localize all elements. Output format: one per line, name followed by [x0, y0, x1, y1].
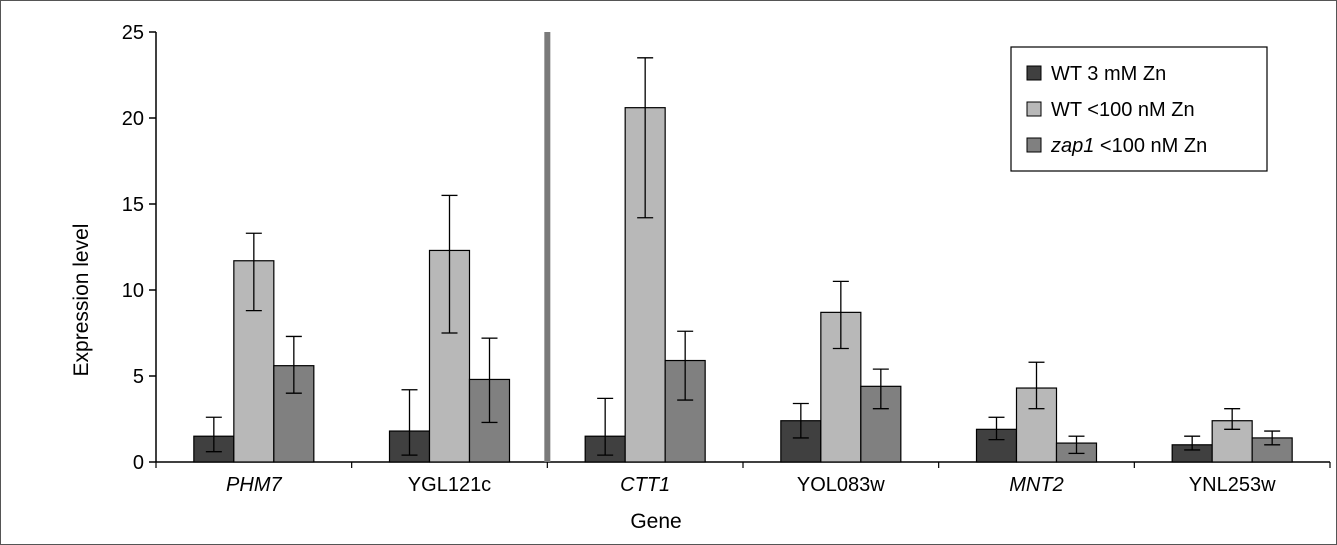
- x-tick-label: YNL253w: [1189, 474, 1276, 496]
- x-tick-label: MNT2: [1009, 474, 1063, 496]
- bar: [975, 428, 1018, 463]
- legend-label: WT 3 mM Zn: [1051, 63, 1166, 85]
- bars: [193, 107, 1293, 463]
- legend-swatch: [1026, 65, 1042, 81]
- y-tick-label: 0: [133, 452, 144, 474]
- x-tick-label: CTT1: [620, 474, 670, 496]
- x-axis-title: Gene: [630, 510, 681, 533]
- legend-swatch: [1026, 137, 1042, 153]
- y-axis-title: Expression level: [70, 224, 93, 377]
- legend-label: zap1 <100 nM Zn: [1050, 135, 1207, 157]
- x-tick-label: PHM7: [226, 474, 282, 496]
- y-tick-label: 5: [133, 366, 144, 388]
- x-tick-label: YOL083w: [797, 474, 885, 496]
- legend: WT 3 mM Zn WT <100 nM Zn zap1 <100 nM Zn: [1010, 46, 1268, 172]
- legend-label-part: WT 3 mM Zn: [1051, 63, 1166, 85]
- legend-label: WT <100 nM Zn: [1051, 99, 1195, 121]
- x-tick-label: YGL121c: [408, 474, 491, 496]
- y-tick-label: 25: [122, 22, 144, 44]
- legend-label-part: <100 nM Zn: [1094, 135, 1207, 157]
- legend-swatch: [1026, 101, 1042, 117]
- y-tick-label: 20: [122, 108, 144, 130]
- y-tick-label: 15: [122, 194, 144, 216]
- error-bars: [205, 57, 1281, 456]
- legend-box: [1010, 46, 1268, 172]
- legend-label-part: WT <100 nM Zn: [1051, 99, 1195, 121]
- legend-label-part: zap1: [1050, 135, 1094, 157]
- axes: 0 5 10 15 20 25 PHM7 YGL121c CTT1 YOL083w MNT2 YNL2…: [122, 22, 1331, 496]
- y-tick-label: 10: [122, 280, 144, 302]
